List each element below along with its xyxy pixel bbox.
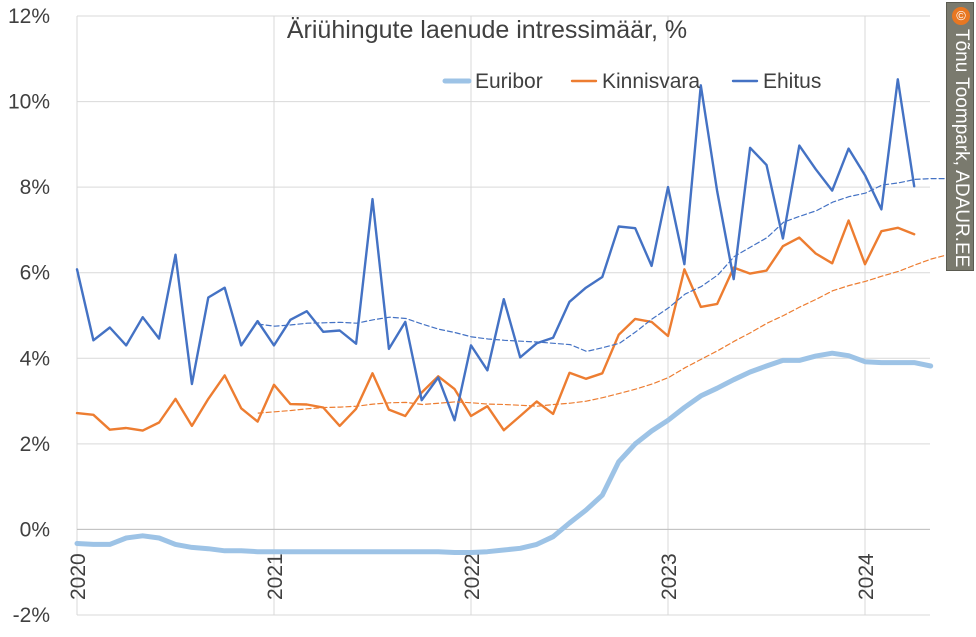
- y-tick-label: 8%: [20, 176, 50, 199]
- credit-text: Tõnu Toompark, ADAUR.EE: [951, 29, 972, 268]
- x-tick-label: 2021: [264, 553, 287, 600]
- y-tick-label: 2%: [20, 433, 50, 456]
- legend-label: Euribor: [475, 70, 543, 93]
- x-tick-label: 2022: [461, 553, 484, 600]
- x-tick-label: 2023: [658, 553, 681, 600]
- y-tick-label: 4%: [20, 347, 50, 370]
- trend-line-dashed: [257, 178, 946, 352]
- series-line-kinnisvara: [75, 219, 916, 432]
- y-tick-label: 0%: [20, 518, 50, 541]
- y-tick-label: 6%: [20, 262, 50, 285]
- trend-line-dashed: [257, 254, 946, 414]
- credit-banner: © Tõnu Toompark, ADAUR.EE: [946, 2, 974, 271]
- chart: -2% 0% 2% 4% 6% 8% 10% 12% 2020 2021 2022 2023 2024…: [8, 5, 946, 627]
- series-line-ehitus: [75, 78, 916, 422]
- copyright-icon: ©: [952, 7, 970, 25]
- legend-label: Kinnisvara: [602, 70, 700, 93]
- series-line-euribor: [74, 350, 934, 555]
- y-axis-tick-labels: -2% 0% 2% 4% 6% 8% 10% 12%: [8, 5, 50, 627]
- gridlines: [76, 15, 930, 616]
- chart-title: Äriühingute laenude intressimäär, %: [287, 16, 687, 44]
- y-tick-label: -2%: [13, 604, 50, 627]
- legend-label: Ehitus: [763, 70, 821, 93]
- x-tick-label: 2020: [67, 553, 90, 600]
- x-axis-tick-labels: 2020 2021 2022 2023 2024: [67, 553, 878, 600]
- series-lines: [74, 78, 946, 555]
- x-tick-label: 2024: [855, 553, 878, 600]
- y-tick-label: 10%: [8, 91, 50, 114]
- legend: Euribor Kinnisvara Ehitus: [442, 70, 821, 93]
- y-tick-label: 12%: [8, 5, 50, 28]
